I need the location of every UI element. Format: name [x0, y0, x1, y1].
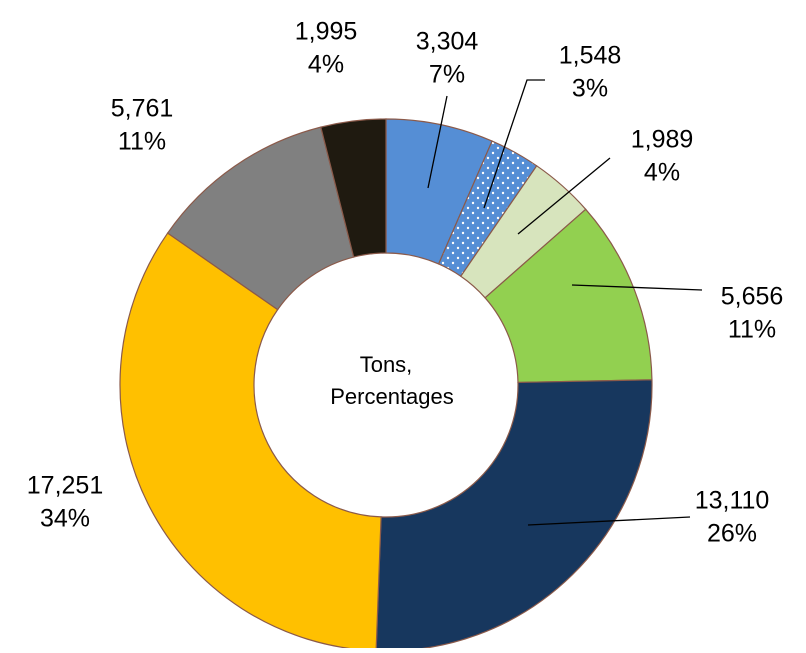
value-label: 3,304: [416, 28, 479, 56]
percentage-label: 4%: [644, 159, 680, 187]
percentage-label: 3%: [572, 75, 608, 103]
percentage-label: 7%: [429, 61, 465, 89]
value-label: 5,761: [111, 95, 174, 123]
leader-line: [517, 157, 611, 235]
percentage-label: 11%: [728, 316, 776, 344]
value-label: 17,251: [27, 472, 103, 500]
value-label: 1,995: [295, 18, 358, 46]
percentage-label: 4%: [308, 51, 344, 79]
percentage-label: 26%: [707, 520, 757, 548]
percentage-label: 11%: [118, 128, 166, 156]
value-label: 1,548: [559, 42, 622, 70]
leader-lines: [427, 79, 703, 526]
donut-segment: [119, 232, 382, 652]
leader-line: [527, 516, 691, 526]
value-label: 1,989: [631, 126, 694, 154]
center-text: Tons,: [360, 352, 413, 377]
leader-line: [483, 79, 545, 209]
leader-line: [571, 284, 703, 291]
donut-segment: [375, 379, 653, 652]
leader-line: [427, 95, 448, 189]
percentage-label: 34%: [40, 505, 90, 533]
value-label: 13,110: [695, 487, 770, 515]
donut-segment: [320, 118, 387, 258]
center-text: Percentages: [330, 384, 454, 409]
value-label: 5,656: [721, 283, 784, 311]
